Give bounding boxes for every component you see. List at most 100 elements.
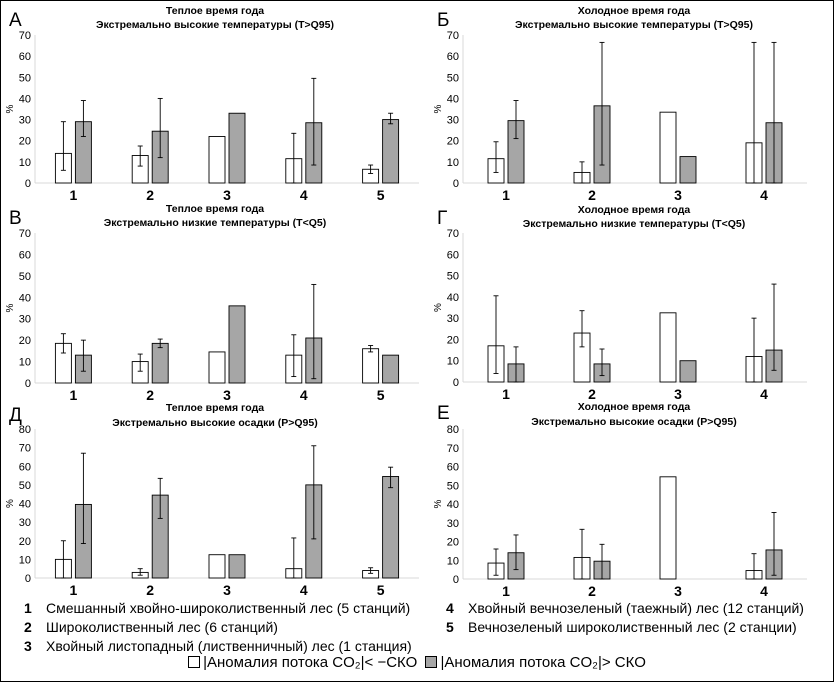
legend-label-below: |Аномалия потока CO₂|< −СКО (203, 654, 418, 671)
y-axis-label: % (5, 303, 16, 312)
y-tick-label: 40 (19, 292, 31, 304)
bar (382, 354, 400, 384)
x-tick-label: 2 (588, 583, 596, 599)
x-tick-label: 2 (588, 386, 596, 402)
y-tick-label: 60 (447, 462, 459, 474)
panel-letter: Е (437, 403, 450, 424)
y-tick-label: 20 (447, 334, 459, 346)
x-tick-label: 2 (146, 187, 154, 203)
legend-swatch-below (188, 656, 201, 668)
x-tick-label: 4 (300, 582, 308, 598)
y-axis-label: % (5, 104, 16, 113)
chart-panel-В: В Теплое время года Экстремально низкие те… (5, 203, 419, 403)
y-tick-label: 70 (19, 30, 31, 42)
chart-panel-Г: Г Холодное время года Экстремально низкие … (433, 204, 807, 402)
y-tick-label: 0 (453, 377, 459, 389)
x-tick-label: 3 (223, 187, 231, 203)
x-tick-label: 1 (502, 583, 510, 599)
y-tick-label: 50 (19, 72, 31, 84)
x-tick-label: 1 (70, 582, 78, 598)
chart-panel-Б: Б Холодное время года Экстремально высокие… (433, 5, 807, 203)
bar (362, 348, 380, 384)
x-tick-label: 1 (502, 386, 510, 402)
y-tick-label: 0 (25, 573, 31, 585)
legend-item-2: 2 Широколиственный лес (6 станций) (24, 619, 278, 635)
y-tick-label: 60 (19, 461, 31, 473)
bar (151, 342, 169, 384)
y-tick-label: 60 (19, 249, 31, 261)
x-tick-label: 5 (377, 187, 385, 203)
chart-subtitle: Экстремально низкие температуры (T<Q5) (523, 218, 745, 230)
bar (659, 111, 677, 184)
y-tick-label: 20 (19, 536, 31, 548)
y-tick-label: 60 (447, 249, 459, 261)
chart-subtitle: Экстремально высокие осадки (P>Q95) (112, 417, 317, 429)
y-tick-label: 40 (19, 93, 31, 105)
y-tick-label: 30 (447, 518, 459, 530)
x-tick-label: 2 (146, 387, 154, 403)
chart-panel-А: А Теплое время года Экстремально высокие т… (5, 5, 419, 203)
x-tick-label: 2 (146, 582, 154, 598)
x-tick-label: 4 (760, 187, 768, 203)
panel-letter: Б (437, 10, 449, 31)
x-tick-label: 3 (674, 583, 682, 599)
y-tick-label: 10 (447, 356, 459, 368)
y-axis-label: % (433, 499, 444, 508)
bar (228, 112, 246, 184)
y-tick-label: 30 (19, 517, 31, 529)
bar (208, 554, 226, 579)
chart-subtitle: Экстремально высокие температуры (T>Q95) (96, 19, 334, 31)
y-tick-label: 30 (447, 115, 459, 127)
y-tick-label: 50 (19, 271, 31, 283)
y-tick-label: 30 (19, 115, 31, 127)
y-tick-label: 80 (447, 424, 459, 436)
series-legend: |Аномалия потока CO₂|< −СКО |Аномалия по… (0, 654, 834, 671)
y-tick-label: 50 (447, 72, 459, 84)
x-tick-label: 5 (377, 387, 385, 403)
panel-letter: В (9, 208, 22, 229)
x-tick-label: 3 (674, 386, 682, 402)
y-tick-label: 50 (447, 480, 459, 492)
y-tick-label: 70 (447, 228, 459, 240)
y-tick-label: 70 (447, 443, 459, 455)
x-tick-label: 3 (223, 582, 231, 598)
y-tick-label: 40 (447, 292, 459, 304)
bar (382, 476, 400, 579)
y-tick-label: 20 (447, 537, 459, 549)
x-tick-label: 4 (760, 386, 768, 402)
bar (659, 312, 677, 383)
y-axis-label: % (5, 499, 16, 508)
y-tick-label: 0 (453, 574, 459, 586)
x-tick-label: 1 (502, 187, 510, 203)
chart-title: Холодное время года (578, 5, 691, 17)
bar (659, 476, 677, 580)
bar (208, 136, 226, 184)
y-tick-label: 0 (25, 178, 31, 190)
chart-panel-Д: Д Теплое время года Экстремально высокие о… (5, 402, 419, 598)
y-tick-label: 10 (19, 357, 31, 369)
y-axis-label: % (433, 303, 444, 312)
y-tick-label: 30 (447, 313, 459, 325)
y-tick-label: 70 (19, 443, 31, 455)
bar (382, 119, 400, 184)
y-tick-label: 20 (19, 335, 31, 347)
bar (228, 305, 246, 384)
chart-subtitle: Экстремально высокие осадки (P>Q95) (531, 416, 736, 428)
y-tick-label: 50 (447, 271, 459, 283)
y-tick-label: 60 (447, 51, 459, 63)
y-tick-label: 40 (447, 499, 459, 511)
bar (679, 360, 697, 383)
y-tick-label: 20 (447, 136, 459, 148)
bar (228, 554, 246, 579)
x-tick-label: 1 (70, 387, 78, 403)
panel-letter: Д (9, 405, 22, 426)
legend-label-above: |Аномалия потока CO₂|> СКО (440, 654, 646, 671)
y-tick-label: 40 (19, 499, 31, 511)
y-tick-label: 0 (453, 178, 459, 190)
x-tick-label: 4 (760, 583, 768, 599)
bar (679, 156, 697, 184)
chart-title: Теплое время года (166, 203, 264, 215)
chart-title: Теплое время года (166, 5, 264, 17)
y-tick-label: 30 (19, 314, 31, 326)
y-tick-label: 50 (19, 480, 31, 492)
